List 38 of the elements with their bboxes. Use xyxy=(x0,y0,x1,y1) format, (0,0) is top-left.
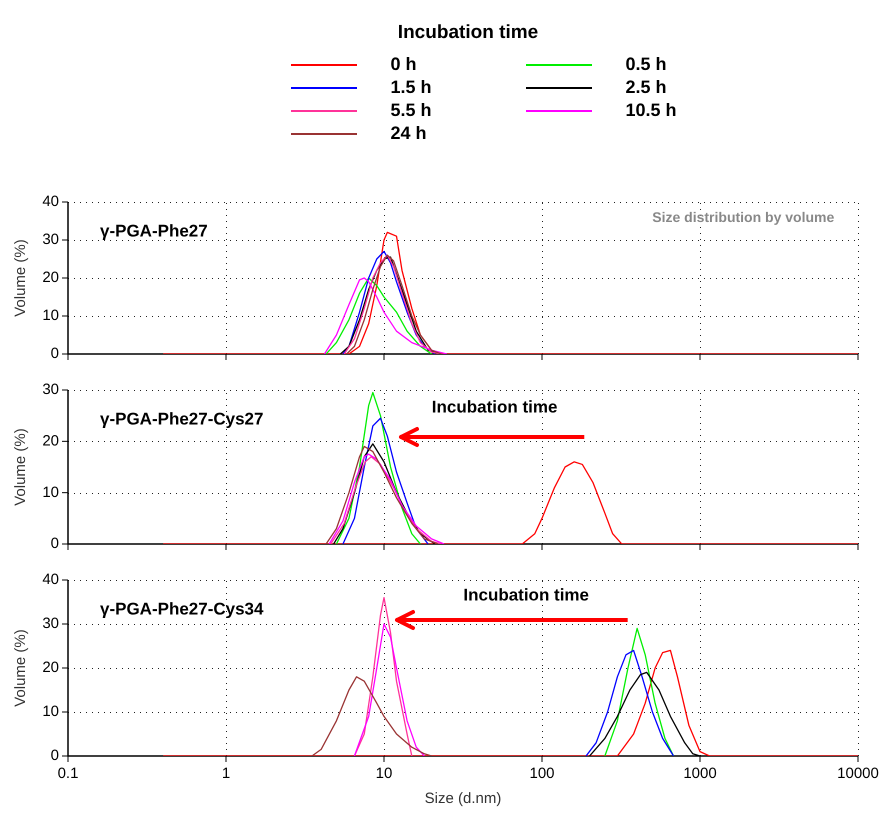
y-tick-label: 0 xyxy=(50,535,59,552)
x-tick-label: 100 xyxy=(529,765,555,782)
legend-label: 2.5 h xyxy=(626,77,667,98)
text: γ-PGA-Phe27 xyxy=(100,222,208,241)
y-tick-label: 40 xyxy=(42,193,59,210)
legend-label: 1.5 h xyxy=(390,77,432,98)
y-axis-title: Volume (%) xyxy=(12,428,30,506)
y-tick-label: 10 xyxy=(42,307,59,324)
y-tick-label: 30 xyxy=(42,615,59,632)
annotation: Incubation time xyxy=(463,586,590,605)
legend-label: 0.5 h xyxy=(626,54,667,75)
text: γ-PGA-Phe27-Cys34 xyxy=(100,600,264,619)
y-tick-label: 20 xyxy=(42,432,59,450)
legend-label: 5.5 h xyxy=(390,100,432,121)
x-tick-label: 1 xyxy=(222,765,230,782)
x-axis-title: Size (d.nm) xyxy=(424,790,502,808)
y-tick-label: 20 xyxy=(42,269,59,286)
y-axis-title: Volume (%) xyxy=(12,629,30,707)
text: γ-PGA-Phe27-Cys27 xyxy=(100,410,264,429)
y-tick-label: 30 xyxy=(42,231,59,248)
legend-label: 10.5 h xyxy=(626,100,677,121)
x-tick-label: 10000 xyxy=(837,765,879,782)
y-tick-label: 10 xyxy=(42,484,59,501)
y-axis-title: Volume (%) xyxy=(12,239,30,317)
legend-label: 0 h xyxy=(390,54,417,75)
y-tick-label: 10 xyxy=(42,703,59,720)
annotation: Size distribution by volume xyxy=(652,208,835,225)
legend-title: Incubation time xyxy=(398,22,538,44)
x-tick-label: 1000 xyxy=(683,765,717,782)
y-tick-label: 20 xyxy=(42,659,59,676)
annotation: Incubation time xyxy=(432,398,558,417)
x-tick-label: 0.1 xyxy=(58,765,78,782)
legend-label: 24 h xyxy=(390,123,427,144)
y-tick-label: 0 xyxy=(50,345,59,362)
y-tick-label: 30 xyxy=(42,381,59,398)
y-tick-label: 0 xyxy=(50,747,59,764)
y-tick-label: 40 xyxy=(42,571,59,588)
x-tick-label: 10 xyxy=(376,765,392,782)
